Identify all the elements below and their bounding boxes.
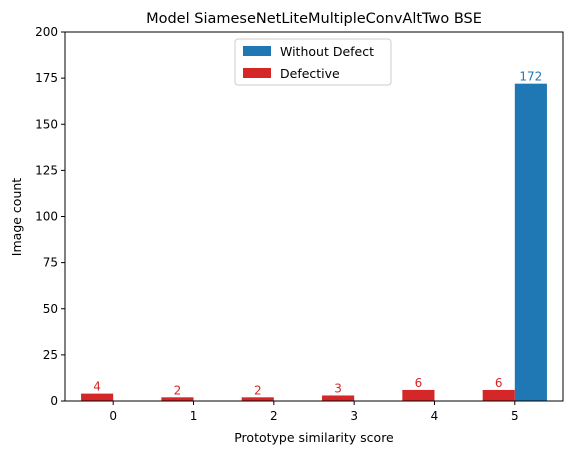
y-tick-label: 50 <box>43 302 58 316</box>
y-tick-label: 75 <box>43 256 58 270</box>
x-tick-label: 1 <box>190 409 198 423</box>
y-axis: 0 25 50 75 100 125 150 175 200 <box>35 25 65 408</box>
x-tick-label: 5 <box>511 409 519 423</box>
bar <box>402 389 435 401</box>
x-tick-label: 4 <box>431 409 439 423</box>
data-label: 6 <box>495 376 503 390</box>
x-axis-label: Prototype similarity score <box>234 430 394 445</box>
y-tick-label: 200 <box>35 25 58 39</box>
bar <box>81 393 114 401</box>
x-tick-label: 0 <box>109 409 117 423</box>
legend: Without Defect Defective <box>234 38 392 86</box>
legend-entry: Without Defect <box>280 44 374 59</box>
y-tick-label: 175 <box>35 71 58 85</box>
y-axis-label: Image count <box>9 178 24 256</box>
bar <box>241 397 274 401</box>
data-label: 2 <box>174 383 182 397</box>
y-tick-label: 125 <box>35 163 58 177</box>
x-tick-label: 3 <box>350 409 358 423</box>
data-label: 3 <box>334 381 342 395</box>
legend-swatch <box>243 46 271 56</box>
bar <box>322 395 355 401</box>
y-tick-label: 25 <box>43 348 58 362</box>
data-label: 2 <box>254 383 262 397</box>
y-tick-label: 150 <box>35 117 58 131</box>
legend-box <box>234 38 392 86</box>
bar <box>482 389 515 401</box>
bar <box>514 83 547 401</box>
data-label: 172 <box>519 70 542 84</box>
y-tick-label: 100 <box>35 210 58 224</box>
y-tick-label: 0 <box>50 394 58 408</box>
data-label: 4 <box>93 380 101 394</box>
plot-frame <box>64 31 564 402</box>
x-tick-label: 2 <box>270 409 278 423</box>
legend-entry: Defective <box>280 66 340 81</box>
plot-area: 172 4 2 2 3 6 6 <box>64 31 564 402</box>
chart-title: Model SiameseNetLiteMultipleConvAltTwo B… <box>146 11 482 27</box>
legend-swatch <box>243 68 271 78</box>
x-axis: 0 1 2 3 4 5 <box>109 401 519 423</box>
data-label: 6 <box>415 376 423 390</box>
bar <box>161 397 194 401</box>
